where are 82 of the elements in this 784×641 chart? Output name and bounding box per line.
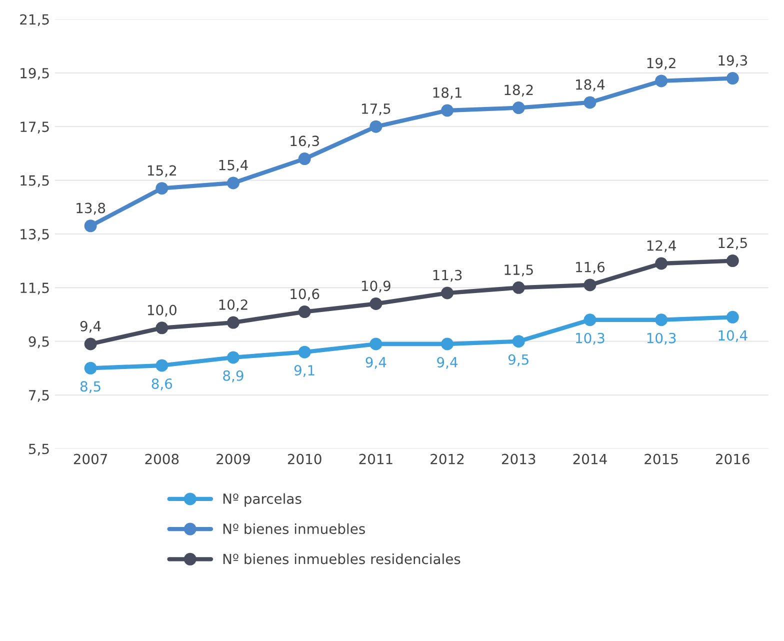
point	[512, 281, 525, 294]
point	[370, 338, 382, 350]
point	[84, 362, 97, 374]
y-tick-label: 21,5	[20, 14, 49, 26]
point	[655, 314, 668, 326]
point	[156, 322, 168, 334]
point	[298, 306, 311, 318]
point	[655, 74, 668, 88]
point	[726, 254, 739, 268]
legend-label: Nº parcelas	[223, 493, 302, 507]
data-label: 9,1	[294, 365, 314, 377]
point	[512, 335, 525, 348]
y-tick-label: 17,5	[20, 122, 49, 134]
point	[726, 310, 739, 324]
y-tick-label: 7,5	[29, 390, 49, 402]
data-label: 8,5	[80, 381, 100, 394]
point	[226, 176, 240, 190]
data-label: 10,4	[718, 330, 748, 342]
point	[370, 298, 382, 310]
x-tick-label: 2007	[74, 454, 108, 464]
point	[298, 152, 311, 166]
y-tick-label: 9,5	[28, 336, 49, 348]
data-label: 19,3	[718, 55, 747, 68]
point	[584, 314, 596, 326]
point	[584, 278, 596, 292]
point	[370, 120, 382, 133]
x-tick-label: 2015	[644, 454, 678, 464]
data-label: 17,5	[362, 104, 390, 116]
data-label: 19,2	[647, 58, 676, 70]
point	[84, 338, 97, 350]
data-label: 9,4	[80, 320, 101, 333]
data-label: 12,4	[647, 240, 676, 252]
point	[441, 104, 454, 117]
data-label: 8,6	[152, 378, 172, 390]
x-tick-label: 2009	[216, 454, 250, 464]
y-tick-label: 19,5	[20, 68, 49, 80]
x-tick-label: 2010	[288, 454, 322, 464]
x-tick-label: 2014	[573, 454, 607, 464]
x-tick-label: 2016	[716, 454, 750, 464]
x-tick-label: 2012	[430, 454, 464, 464]
legend-label: Nº bienes inmuebles residenciales	[223, 553, 460, 564]
data-label: 10,9	[362, 280, 390, 293]
data-label: 18,1	[433, 87, 462, 100]
point	[441, 338, 454, 350]
data-label: 18,4	[576, 79, 605, 92]
y-tick-label: 13,5	[20, 228, 49, 241]
point	[726, 72, 739, 85]
point	[156, 359, 168, 372]
point	[298, 346, 311, 358]
data-label: 13,8	[76, 202, 106, 215]
point	[226, 351, 240, 364]
data-label: 11,5	[504, 264, 533, 276]
x-tick-label: 2011	[359, 454, 392, 464]
data-label: 11,3	[433, 270, 462, 282]
data-label: 9,4	[366, 356, 386, 369]
y-tick-label: 15,5	[20, 175, 49, 188]
data-label: 15,2	[148, 165, 176, 178]
data-label: 11,6	[576, 262, 605, 274]
data-label: 10,3	[576, 332, 604, 345]
x-tick-label: 2008	[145, 454, 179, 464]
point	[584, 96, 596, 109]
point	[441, 286, 454, 300]
point	[156, 182, 168, 195]
data-label: 10,0	[148, 304, 176, 317]
data-label: 16,3	[290, 136, 319, 148]
data-label: 12,5	[718, 238, 747, 250]
point	[512, 102, 525, 114]
point	[655, 257, 668, 270]
data-label: 9,4	[437, 356, 458, 369]
data-label: 10,6	[290, 288, 320, 301]
data-label: 10,2	[219, 299, 248, 312]
y-tick-label: 11,5	[20, 282, 49, 295]
data-label: 10,3	[647, 332, 676, 345]
point	[226, 316, 240, 329]
data-label: 9,5	[508, 354, 528, 366]
data-label: 18,2	[504, 84, 533, 97]
point	[84, 220, 97, 232]
data-label: 8,9	[223, 370, 244, 382]
legend-label: Nº bienes inmuebles	[223, 523, 365, 534]
x-tick-label: 2013	[502, 454, 536, 464]
y-tick-label: 5,5	[29, 444, 49, 456]
data-label: 15,4	[219, 160, 248, 172]
